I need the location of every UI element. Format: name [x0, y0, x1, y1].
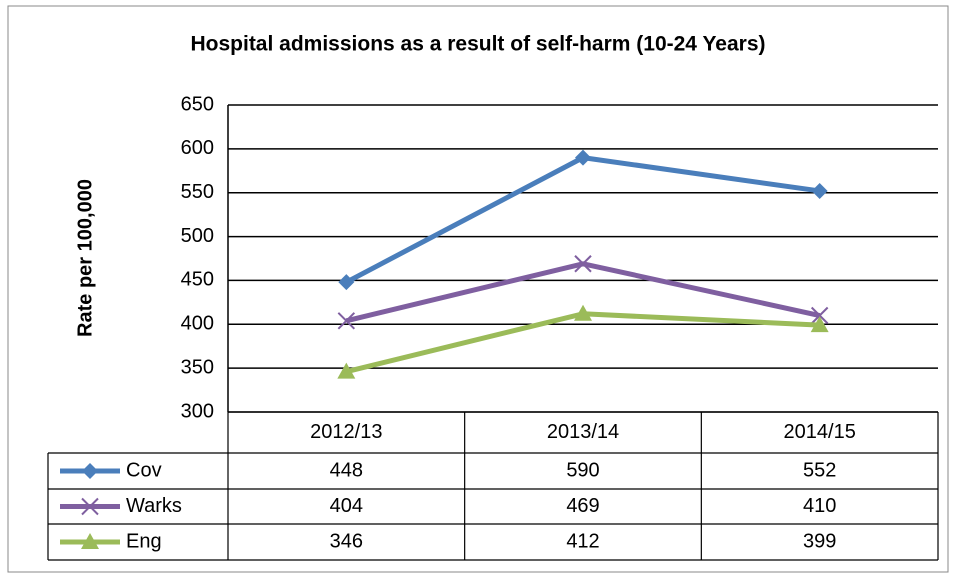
marker	[810, 316, 829, 333]
marker	[338, 274, 355, 291]
y-tick-label: 400	[181, 313, 214, 335]
legend-marker	[81, 497, 99, 516]
table-value: 410	[803, 495, 836, 517]
marker	[574, 255, 592, 273]
table-value: 404	[330, 495, 363, 517]
table-value: 346	[330, 530, 363, 552]
legend-marker	[81, 533, 99, 549]
y-tick-label: 600	[181, 137, 214, 159]
y-tick-label: 350	[181, 356, 214, 378]
legend-label: Warks	[126, 495, 182, 517]
y-tick-label: 550	[181, 181, 214, 203]
marker	[574, 304, 592, 321]
marker	[337, 312, 356, 330]
table-value: 399	[803, 530, 836, 552]
marker	[575, 149, 591, 166]
x-tick-label: 2012/13	[310, 421, 382, 443]
x-tick-label: 2013/14	[547, 421, 619, 443]
legend-marker	[82, 463, 98, 479]
y-tick-label: 500	[181, 225, 214, 247]
y-axis-label: Rate per 100,000	[74, 179, 96, 337]
x-tick-label: 2014/15	[784, 421, 856, 443]
table-value: 448	[330, 459, 363, 481]
y-tick-label: 450	[181, 269, 214, 291]
legend-label: Cov	[126, 459, 162, 481]
table-value: 469	[566, 495, 599, 517]
y-tick-label: 650	[181, 93, 214, 115]
table-value: 552	[803, 459, 836, 481]
marker	[810, 306, 829, 325]
table-value: 590	[566, 459, 599, 481]
table-value: 412	[566, 530, 599, 552]
marker	[337, 362, 356, 379]
y-tick-label: 300	[181, 400, 214, 422]
chart-title: Hospital admissions as a result of self-…	[190, 33, 765, 56]
marker	[811, 182, 828, 199]
legend-label: Eng	[126, 530, 162, 552]
